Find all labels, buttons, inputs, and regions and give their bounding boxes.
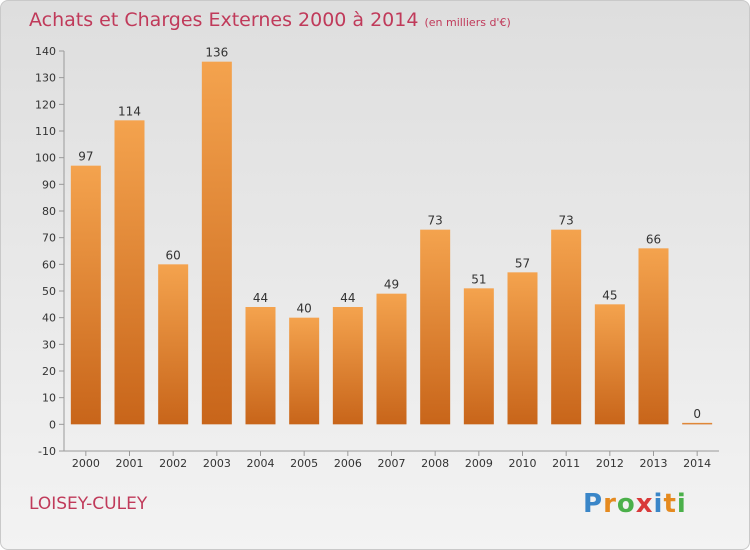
- x-tick-label-2005: 2005: [290, 457, 318, 470]
- bar-2012: [594, 304, 625, 425]
- y-tick-label: 70: [42, 232, 56, 245]
- data-label-2000: 97: [78, 150, 93, 164]
- bar-2009: [463, 288, 494, 425]
- bar-2001: [114, 120, 145, 425]
- chart-unit: (en milliers d'€): [424, 16, 511, 29]
- logo-letter: t: [663, 489, 677, 519]
- y-tick-label: 120: [35, 98, 56, 111]
- data-label-2009: 51: [471, 272, 486, 286]
- bar-2007: [376, 293, 407, 425]
- data-label-2001: 114: [118, 104, 141, 118]
- bar-2010: [507, 272, 538, 425]
- chart-title: Achats et Charges Externes 2000 à 2014 (e…: [29, 9, 511, 31]
- bar-2004: [245, 307, 276, 425]
- bar-2014: [682, 422, 713, 425]
- proxiti-logo: Proxiti: [583, 489, 687, 519]
- bar-2013: [638, 248, 669, 425]
- x-tick-label-2001: 2001: [116, 457, 144, 470]
- y-tick-label: 130: [35, 72, 56, 85]
- x-tick-label-2014: 2014: [683, 457, 711, 470]
- bar-2006: [332, 307, 363, 425]
- x-tick-label-2013: 2013: [640, 457, 668, 470]
- y-tick-label: 60: [42, 258, 56, 271]
- y-tick-label: 90: [42, 178, 56, 191]
- y-tick-label: 110: [35, 125, 56, 138]
- bar-2000: [70, 165, 101, 425]
- commune-name: LOISEY-CULEY: [29, 494, 148, 514]
- data-label-2008: 73: [428, 214, 443, 228]
- logo-letter: r: [603, 489, 617, 519]
- x-tick-label-2012: 2012: [596, 457, 624, 470]
- logo-letter: o: [616, 489, 636, 519]
- data-label-2013: 66: [646, 232, 661, 246]
- data-label-2003: 136: [205, 46, 228, 60]
- data-label-2006: 44: [340, 291, 355, 305]
- logo-letter: P: [583, 489, 604, 519]
- x-tick-label-2000: 2000: [72, 457, 100, 470]
- y-tick-label: 0: [49, 418, 56, 431]
- data-label-2014: 0: [693, 407, 701, 421]
- data-label-2010: 57: [515, 256, 530, 270]
- x-tick-label-2007: 2007: [378, 457, 406, 470]
- y-tick-label: 30: [42, 338, 56, 351]
- data-label-2007: 49: [384, 278, 399, 292]
- data-label-2002: 60: [166, 248, 181, 262]
- x-tick-label-2002: 2002: [159, 457, 187, 470]
- chart-title-text: Achats et Charges Externes 2000 à 2014: [29, 9, 419, 31]
- data-label-2012: 45: [602, 288, 617, 302]
- bar-2003: [201, 61, 232, 425]
- x-tick-label-2006: 2006: [334, 457, 362, 470]
- x-tick-label-2009: 2009: [465, 457, 493, 470]
- bar-2008: [420, 229, 451, 425]
- y-tick-label: 10: [42, 392, 56, 405]
- y-tick-label: 100: [35, 152, 56, 165]
- data-label-2005: 40: [297, 302, 312, 316]
- bar-2011: [551, 229, 582, 425]
- y-tick-label: 80: [42, 205, 56, 218]
- y-tick-label: -10: [38, 445, 56, 458]
- bar-2002: [158, 264, 189, 425]
- x-tick-label-2008: 2008: [421, 457, 449, 470]
- bar-2005: [289, 317, 320, 425]
- x-tick-label-2011: 2011: [552, 457, 580, 470]
- y-tick-label: 20: [42, 365, 56, 378]
- y-tick-label: 140: [35, 45, 56, 58]
- x-tick-label-2010: 2010: [509, 457, 537, 470]
- logo-letter: i: [676, 489, 687, 519]
- logo-letter: i: [653, 489, 664, 519]
- logo-letter: x: [635, 489, 654, 519]
- y-tick-label: 50: [42, 285, 56, 298]
- x-tick-label-2004: 2004: [247, 457, 275, 470]
- x-tick-label-2003: 2003: [203, 457, 231, 470]
- y-tick-label: 40: [42, 312, 56, 325]
- data-label-2011: 73: [559, 214, 574, 228]
- data-label-2004: 44: [253, 291, 268, 305]
